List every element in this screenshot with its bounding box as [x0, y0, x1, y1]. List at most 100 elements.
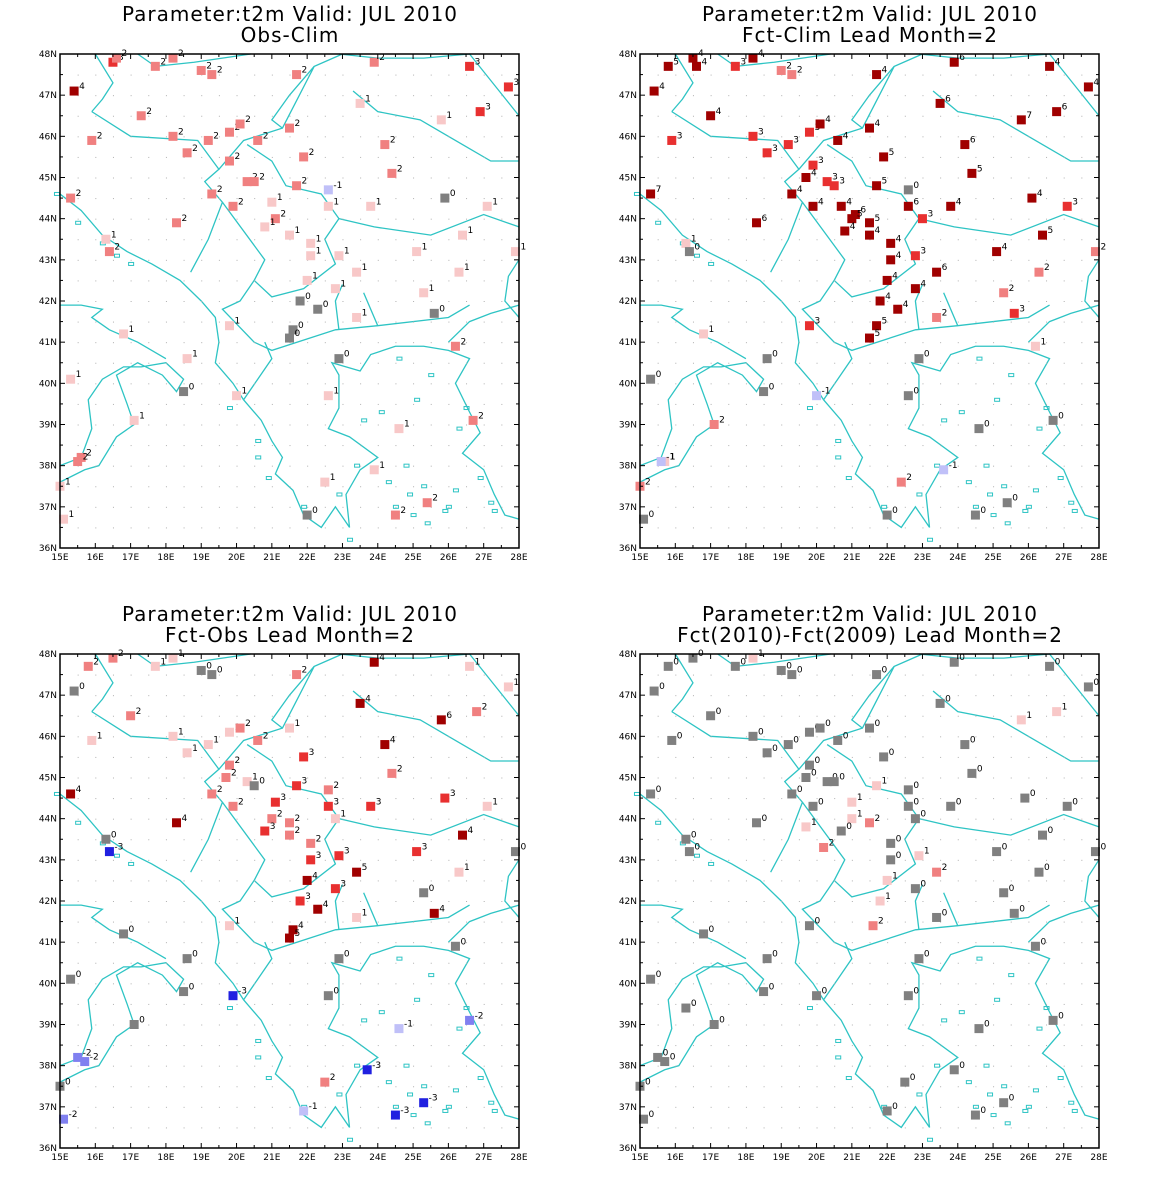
grid-dot — [360, 177, 362, 179]
grid-dot — [218, 674, 220, 676]
grid-dot — [342, 1024, 344, 1026]
grid-dot — [1081, 674, 1083, 676]
grid-dot — [218, 383, 220, 385]
station-value: -3 — [400, 1106, 409, 1116]
grid-dot — [448, 983, 450, 985]
grid-dot — [922, 1065, 924, 1067]
station-marker — [387, 768, 397, 778]
grid-dot — [112, 674, 114, 676]
y-tick-label: 45N — [619, 174, 637, 184]
grid-dot — [183, 301, 185, 302]
grid-dot — [307, 1045, 309, 1047]
grid-dot — [1010, 301, 1012, 302]
grid-dot — [289, 424, 291, 426]
grid-dot — [798, 486, 800, 488]
grid-dot — [430, 218, 432, 220]
grid-dot — [448, 465, 450, 467]
station-value: 0 — [786, 661, 792, 671]
grid-dot — [201, 280, 203, 282]
grid-dot — [1046, 880, 1048, 882]
grid-dot — [501, 962, 503, 964]
grid-dot — [289, 342, 291, 344]
grid-dot — [271, 403, 273, 405]
grid-dot — [77, 506, 79, 508]
grid-dot — [165, 424, 167, 426]
grid-dot — [236, 527, 238, 529]
grid-dot — [657, 156, 659, 158]
station-value: 0 — [942, 908, 948, 918]
grid-dot — [1028, 1106, 1030, 1108]
station-value: -3 — [372, 1061, 381, 1071]
y-tick-label: 40N — [619, 379, 637, 389]
station-value: 1 — [857, 793, 863, 803]
grid-dot — [289, 362, 291, 364]
grid-dot — [975, 218, 977, 220]
station-marker — [369, 465, 379, 475]
coastline — [1027, 904, 1100, 943]
grid-dot — [395, 342, 397, 344]
grid-dot — [657, 136, 659, 138]
grid-dot — [165, 136, 167, 138]
station-value: 0 — [691, 999, 697, 1009]
station-value: 0 — [1009, 884, 1015, 894]
grid-dot — [763, 74, 765, 76]
grid-dot — [816, 506, 818, 508]
grid-dot — [430, 777, 432, 779]
grid-dot — [993, 301, 995, 302]
grid-dot — [657, 942, 659, 944]
grid-dot — [377, 280, 379, 282]
station-marker — [903, 391, 913, 401]
grid-dot — [728, 177, 730, 179]
grid-dot — [781, 674, 783, 676]
grid-dot — [377, 674, 379, 676]
grid-dot — [165, 301, 167, 302]
grid-dot — [869, 983, 871, 985]
grid-dot — [763, 136, 765, 138]
station-marker — [815, 723, 825, 733]
station-value: 0 — [333, 987, 339, 997]
grid-dot — [324, 342, 326, 344]
grid-dot — [657, 95, 659, 97]
grid-dot — [940, 342, 942, 344]
grid-dot — [869, 445, 871, 447]
grid-dot — [95, 1127, 97, 1129]
grid-dot — [1081, 321, 1083, 323]
station-value: 0 — [450, 189, 456, 199]
grid-dot — [993, 136, 995, 138]
grid-dot — [148, 383, 150, 385]
grid-dot — [816, 921, 818, 923]
grid-dot — [922, 95, 924, 97]
island — [445, 504, 452, 509]
grid-dot — [165, 880, 167, 882]
grid-dot — [869, 486, 871, 488]
station-value: 0 — [694, 243, 700, 253]
grid-dot — [342, 486, 344, 488]
coastline — [137, 53, 251, 68]
grid-dot — [501, 445, 503, 447]
grid-dot — [501, 880, 503, 882]
grid-dot — [710, 198, 712, 200]
grid-dot — [201, 715, 203, 717]
grid-dot — [657, 1127, 659, 1129]
grid-dot — [887, 95, 889, 97]
island — [881, 504, 888, 509]
grid-dot — [413, 674, 415, 676]
grid-dot — [710, 695, 712, 697]
station-marker — [776, 65, 786, 75]
grid-dot — [413, 177, 415, 179]
grid-dot — [1046, 74, 1048, 76]
grid-dot — [851, 383, 853, 385]
grid-dot — [834, 962, 836, 964]
grid-dot — [236, 280, 238, 282]
grid-dot — [448, 1086, 450, 1088]
grid-dot — [395, 818, 397, 820]
island — [347, 537, 354, 542]
coastline — [221, 280, 470, 352]
grid-dot — [377, 756, 379, 758]
grid-dot — [957, 198, 959, 200]
grid-dot — [430, 1045, 432, 1047]
station-marker — [910, 814, 920, 824]
station-value: 4 — [850, 222, 856, 232]
grid-dot — [922, 880, 924, 882]
grid-dot — [112, 506, 114, 508]
